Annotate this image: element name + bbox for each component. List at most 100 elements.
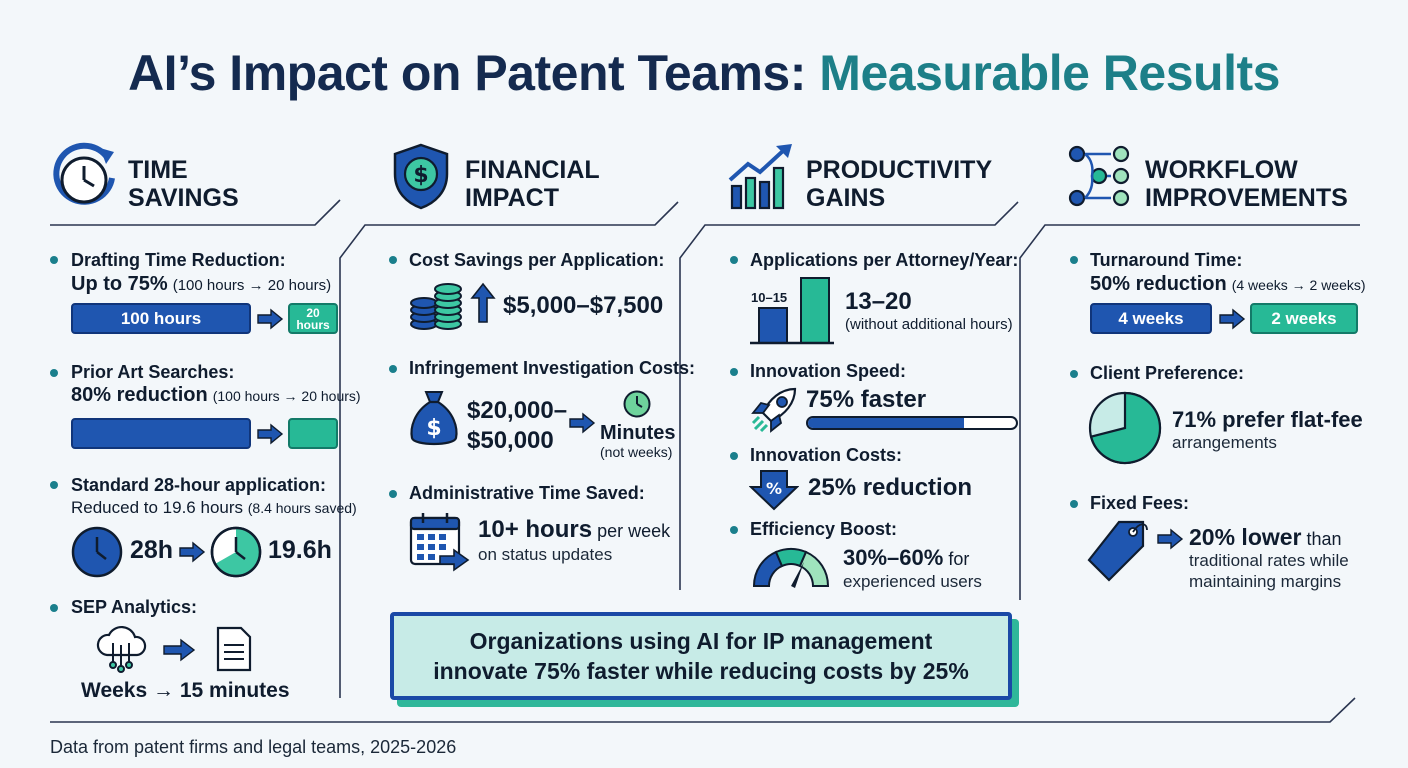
bullet [50, 256, 58, 264]
turnaround-detail: (4 weeks → 2 weeks) [1231, 277, 1366, 293]
efficiency-detail: experienced users [843, 572, 982, 591]
arrow-right-icon [257, 423, 284, 445]
bullet [50, 481, 58, 489]
document-icon [216, 626, 252, 672]
standard-label: Standard 28-hour application: [71, 475, 327, 495]
bullet [730, 368, 738, 376]
arrow-right-icon [1157, 528, 1184, 550]
infringement-value-line-1: $20,000– [467, 397, 568, 424]
speed-label: Innovation Speed: [750, 361, 907, 381]
arrow-right-icon [1219, 308, 1246, 330]
standard-from: 28h [130, 536, 174, 564]
time-savings-heading: TIME SAVINGS [128, 156, 239, 212]
gauge-icon [752, 547, 830, 588]
standard-detail: (8.4 hours saved) [247, 500, 357, 516]
growth-chart-icon [728, 144, 792, 210]
apps-before-label: 10–15 [751, 290, 787, 305]
banner-line-1: Organizations using AI for IP management [469, 628, 933, 654]
fees-percent: 20% lower [1189, 524, 1302, 550]
rocket-icon [751, 387, 797, 433]
turnaround-value: 50% reduction (4 weeks → 2 weeks) [1090, 273, 1366, 296]
turnaround-percent: 50% reduction [1090, 273, 1227, 295]
admin-per: per week [597, 521, 671, 541]
drafting-value: Up to 75% (100 hours → 20 hours) [71, 273, 331, 296]
coins-icon [410, 283, 462, 330]
productivity-gains-heading: PRODUCTIVITY GAINS [806, 156, 992, 212]
prior-art-value: 80% reduction (100 hours → 20 hours) [71, 384, 361, 407]
money-bag-icon: $ [410, 391, 458, 446]
standard-value: Reduced to 19.6 hours (8.4 hours saved) [71, 498, 357, 518]
arrow-right-icon [163, 638, 196, 662]
heading-line-2: IMPACT [465, 184, 559, 212]
svg-text:$: $ [413, 163, 428, 188]
heading-line-2: SAVINGS [128, 184, 239, 212]
dollar-shield-icon: $ [393, 143, 449, 210]
admin-hours: 10+ hours [478, 516, 593, 543]
drafting-detail: (100 hours → 20 hours) [172, 277, 332, 294]
arrow-right-icon [569, 412, 596, 434]
heading-line-1: WORKFLOW [1145, 156, 1298, 184]
sep-label: SEP Analytics: [71, 597, 198, 617]
heading-line-1: TIME [128, 156, 188, 184]
cloud-network-icon [96, 625, 147, 673]
svg-text:%: % [766, 479, 782, 498]
efficiency-label: Efficiency Boost: [750, 519, 898, 539]
client-detail: arrangements [1172, 433, 1277, 452]
bullet [1070, 370, 1078, 378]
apps-after: 13–20 [845, 288, 912, 315]
arrow-right-icon [257, 308, 284, 330]
clock-icon [623, 390, 651, 418]
workflow-icon [1068, 145, 1130, 207]
prior-art-to-bar [288, 418, 338, 449]
infringement-to-note: (not weeks) [600, 444, 673, 460]
admin-label: Administrative Time Saved: [409, 483, 645, 503]
drafting-to-bar: 20 hours [288, 303, 338, 334]
speed-progress-bar [806, 416, 1018, 430]
apps-detail: (without additional hours) [845, 316, 1013, 333]
source-footer: Data from patent firms and legal teams, … [50, 737, 457, 757]
admin-value: 10+ hours per week [478, 516, 670, 544]
financial-impact-heading: FINANCIAL IMPACT [465, 156, 600, 212]
sep-value: Weeks → 15 minutes [81, 679, 290, 702]
heading-line-1: FINANCIAL [465, 156, 600, 184]
bullet [730, 452, 738, 460]
standard-reduced: Reduced to 19.6 hours [71, 498, 244, 517]
turnaround-label: Turnaround Time: [1090, 250, 1243, 270]
bullet [1070, 256, 1078, 264]
fees-than: than [1306, 529, 1342, 549]
client-preference-slice [1089, 391, 1162, 465]
title-part-2: Measurable Results [819, 45, 1280, 101]
standard-to: 19.6h [268, 536, 332, 564]
arrow-up-icon [470, 282, 496, 323]
costs-label: Innovation Costs: [750, 445, 902, 465]
prior-art-detail: (100 hours → 20 hours) [212, 388, 361, 404]
speed-progress-fill [808, 418, 964, 428]
drafting-from-bar: 100 hours [71, 303, 251, 334]
infringement-value-line-2: $50,000 [467, 427, 554, 454]
bullet [389, 256, 397, 264]
apps-comparison-bars: 10–15 [750, 277, 834, 345]
costs-value: 25% reduction [808, 474, 973, 501]
bullet [50, 369, 58, 377]
prior-art-percent: 80% reduction [71, 384, 208, 406]
bullet [50, 604, 58, 612]
bullet [730, 256, 738, 264]
fees-detail-2: maintaining margins [1189, 572, 1342, 591]
drafting-to-line-2: hours [296, 317, 330, 332]
drafting-label: Drafting Time Reduction: [71, 250, 286, 270]
admin-detail: on status updates [478, 545, 613, 564]
apps-after-bar [800, 277, 830, 344]
price-tag-icon [1087, 520, 1148, 582]
efficiency-range: 30%–60% [843, 545, 944, 570]
banner-line-2: innovate 75% faster while reducing costs… [433, 658, 969, 684]
apps-label: Applications per Attorney/Year: [750, 250, 1019, 270]
summary-banner: Organizations using AI for IP management… [390, 612, 1012, 700]
efficiency-value: 30%–60% for [843, 545, 969, 571]
title-part-1: AI’s Impact on Patent Teams: [128, 45, 806, 101]
arrow-right-icon [179, 541, 206, 563]
page-title: AI’s Impact on Patent Teams: Measurable … [0, 44, 1408, 102]
infringement-to: Minutes [600, 422, 676, 444]
heading-line-2: GAINS [806, 184, 886, 212]
drafting-to-line-1: 20 [306, 305, 320, 320]
